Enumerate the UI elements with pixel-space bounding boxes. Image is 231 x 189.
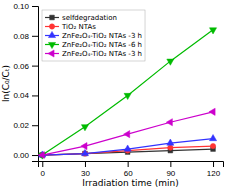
tick-mark <box>85 161 86 167</box>
tick-mark <box>213 161 214 167</box>
tick-label: 0.04 <box>13 91 29 100</box>
tick: 0.08 <box>13 32 38 41</box>
legend-marker <box>48 50 54 57</box>
chart: 0 30 60 90 120 0.00 0.02 0.04 0.06 0.08 0.10 selfde… <box>0 0 231 189</box>
tick-label: 0.06 <box>13 62 29 71</box>
marker <box>124 93 131 99</box>
tick-label: 0.08 <box>13 32 29 41</box>
legend-marker <box>48 31 55 37</box>
series-line <box>42 139 213 155</box>
tick: 0.02 <box>13 121 38 130</box>
tick-label: 0.00 <box>13 151 29 160</box>
legend-label: selfdegradation <box>62 14 117 22</box>
tick-mark <box>32 36 38 37</box>
legend-item: TiO₂ NTAs <box>45 23 96 31</box>
tick-label: 90 <box>166 169 175 178</box>
marker <box>209 28 216 34</box>
legend-item: ZnFe₂O₄-TiO₂ NTAs -6 h <box>45 41 142 49</box>
legend-label: ZnFe₂O₄-TiO₂ NTAs -6 h <box>62 41 142 49</box>
marker <box>209 135 216 141</box>
x-axis-title: Irradiation time (min) <box>82 178 178 188</box>
marker <box>81 125 88 131</box>
tick: 30 <box>81 161 90 178</box>
tick-label: 0 <box>41 169 46 178</box>
legend-frame <box>42 10 145 61</box>
marker <box>38 151 44 158</box>
marker <box>81 143 87 150</box>
tick: 0.04 <box>13 91 38 100</box>
marker <box>124 145 131 151</box>
tick-mark <box>32 95 38 96</box>
tick: 0.06 <box>13 62 38 71</box>
y-axis: 0.00 0.02 0.04 0.06 0.08 0.10 <box>13 2 38 161</box>
tick-mark <box>128 161 129 167</box>
tick-label: 60 <box>124 169 133 178</box>
tick: 0.00 <box>13 151 38 160</box>
legend-item: selfdegradation <box>45 14 117 22</box>
tick-label: 0.10 <box>13 2 29 11</box>
tick-label: 0.02 <box>13 121 29 130</box>
tick-mark <box>170 161 171 167</box>
tick: 120 <box>207 161 221 178</box>
tick-mark <box>32 66 38 67</box>
tick-label: 30 <box>81 169 90 178</box>
legend-label: TiO₂ NTAs <box>61 23 96 31</box>
legend-item: ZnFe₂O₄-TiO₂ NTAs -3 h <box>45 31 142 40</box>
marker <box>166 119 172 126</box>
series <box>39 28 217 159</box>
legend-item: ZnFe₂O₄-TiO₂ NTAs -3 h <box>45 50 142 58</box>
legend-marker <box>49 24 54 29</box>
tick-mark <box>32 155 38 156</box>
series-line <box>42 30 213 155</box>
plot: 0 30 60 90 120 0.00 0.02 0.04 0.06 0.08 0.10 selfde… <box>13 2 223 178</box>
legend-marker <box>50 15 55 20</box>
tick: 0.10 <box>13 2 38 11</box>
series <box>38 108 215 158</box>
marker <box>209 108 215 115</box>
series <box>39 135 217 158</box>
tick: 0 <box>41 161 46 178</box>
axis-line <box>32 7 39 162</box>
tick-mark <box>32 6 38 7</box>
tick-label: 120 <box>207 169 221 178</box>
marker <box>167 59 174 65</box>
marker <box>167 139 174 145</box>
marker <box>124 131 130 138</box>
legend: selfdegradationTiO₂ NTAsZnFe₂O₄-TiO₂ NTA… <box>42 10 145 61</box>
legend-marker <box>48 42 55 48</box>
axis-line <box>39 162 224 168</box>
marker <box>81 149 88 155</box>
tick-mark <box>32 125 38 126</box>
x-axis: 0 30 60 90 120 <box>39 161 224 178</box>
legend-label: ZnFe₂O₄-TiO₂ NTAs -3 h <box>62 50 142 58</box>
marker <box>168 145 173 150</box>
tick-mark <box>42 161 43 167</box>
marker <box>210 143 215 148</box>
tick: 60 <box>124 161 133 178</box>
tick: 90 <box>166 161 175 178</box>
marks <box>38 28 216 159</box>
y-axis-title: ln(C₀/Cₜ) <box>1 65 11 102</box>
series-line <box>42 112 213 155</box>
legend-label: ZnFe₂O₄-TiO₂ NTAs -3 h <box>62 32 142 40</box>
